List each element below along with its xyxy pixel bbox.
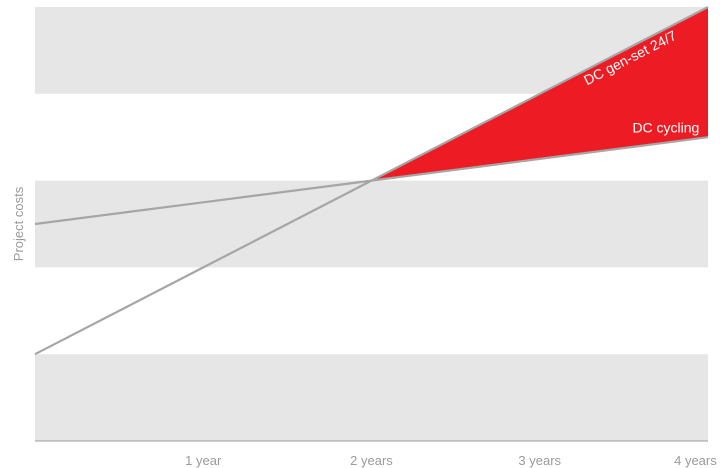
series-line-2	[34, 136, 709, 226]
highlight-area	[371, 7, 708, 181]
highlight-area-group	[371, 7, 708, 181]
grid-band	[35, 354, 708, 441]
x-tick-label: 1 year	[185, 453, 222, 468]
y-axis-title: Project costs	[11, 186, 26, 261]
series-lines	[34, 6, 709, 356]
series-label-dc-cycling: DC cycling	[632, 120, 699, 136]
x-tick-labels: 1 year 2 years 3 years 4 years	[185, 453, 717, 468]
grid-bands	[35, 7, 708, 441]
grid-band	[35, 180, 708, 268]
x-tick-label: 3 years	[518, 453, 561, 468]
x-tick-label: 4 years	[674, 453, 717, 468]
x-tick-label: 2 years	[350, 453, 393, 468]
